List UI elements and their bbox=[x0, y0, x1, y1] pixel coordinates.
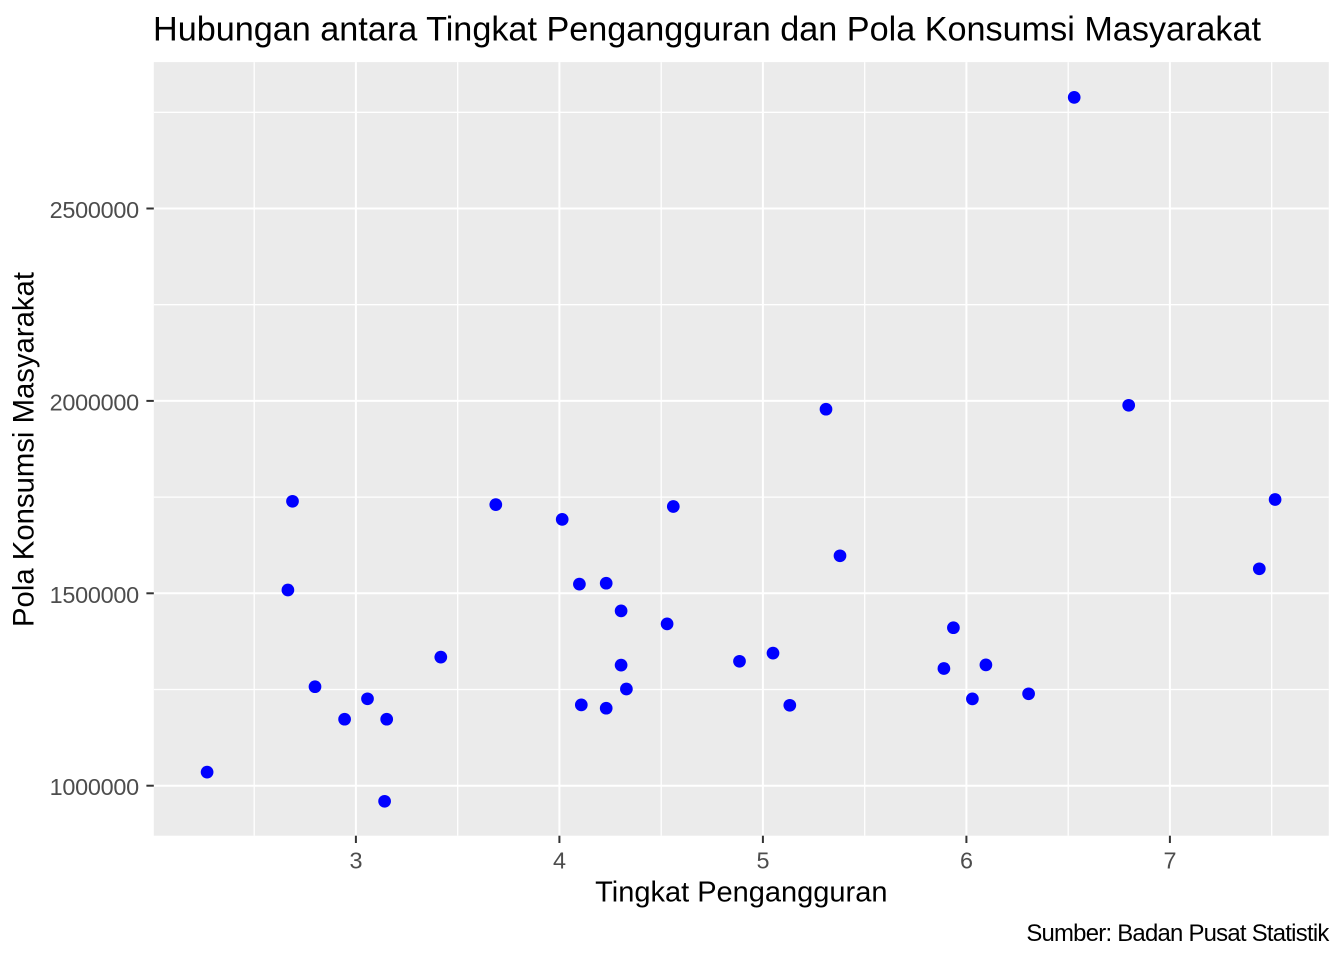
svg-text:3: 3 bbox=[350, 848, 363, 874]
svg-text:Hubungan antara Tingkat Pengan: Hubungan antara Tingkat Pengangguran dan… bbox=[153, 10, 1262, 48]
svg-text:1500000: 1500000 bbox=[50, 582, 139, 608]
svg-text:6: 6 bbox=[960, 848, 973, 874]
svg-text:2000000: 2000000 bbox=[50, 389, 139, 415]
svg-text:1000000: 1000000 bbox=[50, 774, 139, 800]
svg-text:Pola Konsumsi Masyarakat: Pola Konsumsi Masyarakat bbox=[8, 272, 41, 627]
svg-text:Tingkat Pengangguran: Tingkat Pengangguran bbox=[595, 877, 887, 909]
svg-text:4: 4 bbox=[553, 848, 566, 874]
svg-text:5: 5 bbox=[757, 848, 770, 874]
svg-text:Sumber: Badan Pusat Statistik: Sumber: Badan Pusat Statistik bbox=[1026, 920, 1329, 947]
svg-text:2500000: 2500000 bbox=[50, 197, 139, 223]
svg-text:7: 7 bbox=[1164, 848, 1177, 874]
